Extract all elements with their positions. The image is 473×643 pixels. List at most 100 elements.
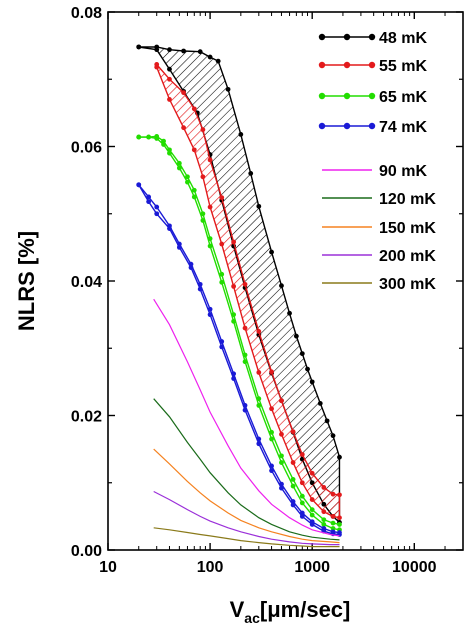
- series-74-mk-point: [309, 522, 315, 527]
- legend-entry-65-mk: 65 mK: [318, 89, 427, 106]
- series-55-mk-point: [191, 147, 197, 153]
- series-90-mk: [153, 298, 340, 537]
- series-55-mk-point: [167, 97, 172, 102]
- series-55-mk-point: [279, 398, 284, 404]
- series-layer: [136, 44, 342, 548]
- x-axis-title: Vac[μm/sec]: [230, 597, 351, 626]
- series-55-mk-point: [181, 125, 186, 131]
- series-55-mk-point: [269, 406, 274, 412]
- y-tick-label: 0.02: [71, 409, 102, 426]
- series-48-mk-point: [207, 54, 213, 60]
- series-65-mk-point: [167, 150, 172, 156]
- series-74-mk-point: [219, 344, 225, 350]
- series-65-mk-point: [136, 134, 142, 140]
- series-65-mk-point: [309, 512, 315, 518]
- series-48-mk-point: [279, 283, 284, 289]
- series-48-mk-point: [309, 379, 315, 385]
- legend-label: 150 mK: [379, 220, 436, 237]
- series-48-mk-point: [305, 366, 310, 372]
- series-74-mk-point: [188, 265, 194, 270]
- legend-entry-150-mk: 150 mK: [322, 220, 436, 237]
- legend-entry-120-mk: 120 mK: [322, 191, 436, 208]
- series-55-mk-point: [242, 325, 248, 331]
- series-200-mk: [153, 490, 340, 546]
- x-axis-title-sub: ac: [244, 610, 260, 626]
- series-48-mk-point: [293, 333, 299, 339]
- series-55-mk-point: [299, 480, 305, 486]
- series-65-mk-point: [321, 522, 327, 527]
- series-55-mk-point: [309, 470, 315, 476]
- series-65-mk-point: [330, 520, 336, 526]
- series-65-mk-point: [290, 476, 296, 482]
- series-55-mk-point: [242, 281, 248, 287]
- series-48-mk-point: [248, 171, 254, 176]
- series-74-mk-point: [154, 204, 160, 210]
- series-48-mk-point: [215, 58, 221, 64]
- series-48-mk-point: [330, 433, 336, 439]
- x-tick-label: 10000: [392, 559, 437, 576]
- series-55-mk-point: [181, 90, 186, 96]
- y-tick-label: 0.00: [71, 543, 102, 560]
- series-65-mk-point: [279, 453, 284, 459]
- legend-label: 48 mK: [379, 30, 427, 47]
- series-65-mk-point: [231, 318, 237, 324]
- x-tick-label: 1000: [294, 559, 330, 576]
- x-axis-title-main: V: [230, 597, 245, 622]
- series-65-mk-point: [299, 500, 305, 506]
- legend-marker: [343, 122, 351, 130]
- legend-marker: [318, 122, 326, 130]
- legend-marker: [343, 61, 351, 69]
- series-65-mk-point: [176, 160, 182, 166]
- legend-label: 55 mK: [379, 58, 427, 75]
- x-axis-title-unit: [μm/sec]: [260, 597, 351, 622]
- legend: 48 mK 55 mK 65 mK 74 mK 90 mK 120 mK 150 mK 200…: [318, 30, 436, 293]
- series-55-mk: [154, 62, 342, 521]
- legend-marker: [318, 33, 326, 41]
- series-74-mk-point: [154, 211, 160, 217]
- series-74-mk-point: [136, 182, 142, 188]
- legend-marker: [343, 92, 351, 100]
- series-48-mk-point: [238, 131, 244, 137]
- series-55-mk-point: [279, 431, 284, 437]
- legend-entry-300-mk: 300 mK: [322, 276, 436, 293]
- series-55-mk-point: [154, 64, 160, 70]
- series-48-mk-point: [136, 44, 142, 50]
- y-axis-title: NLRS [%]: [14, 231, 39, 331]
- legend-marker: [343, 33, 351, 41]
- series-65-mk-point: [337, 522, 342, 527]
- series-74-mk-point: [242, 407, 248, 413]
- legend-marker: [368, 61, 376, 69]
- series-55-mk-point: [167, 76, 172, 82]
- series-55-mk-point: [200, 174, 206, 180]
- series-74-mk-point: [207, 312, 213, 318]
- series-48-mk-point: [197, 49, 203, 55]
- series-48-mk-point: [181, 48, 186, 54]
- series-74-mk-point: [279, 485, 284, 491]
- series-150-mk: [153, 448, 340, 544]
- series-65-mk-point: [207, 243, 213, 249]
- series-55-mk-point: [309, 497, 315, 502]
- series-65-mk-point: [191, 194, 197, 200]
- legend-marker: [368, 33, 376, 41]
- series-120-mk: [153, 398, 340, 541]
- series-65-mk-point: [200, 211, 206, 217]
- series-55-mk-point: [191, 106, 197, 112]
- series-48-mk-hysteresis-area: [138, 47, 340, 523]
- series-74-mk-point: [167, 226, 172, 231]
- legend-label: 65 mK: [379, 89, 427, 106]
- y-tick-label: 0.04: [71, 274, 102, 291]
- series-48-mk-point: [269, 249, 274, 255]
- series-55-mk-point: [219, 195, 225, 201]
- series-65-mk-point: [146, 134, 152, 140]
- series-55-mk-point: [200, 127, 206, 133]
- series-65-mk-point: [279, 460, 284, 465]
- legend-entry-74-mk: 74 mK: [318, 119, 427, 136]
- series-65-mk: [136, 134, 342, 533]
- series-74-mk-point: [231, 376, 237, 381]
- series-55-mk-point: [321, 485, 327, 490]
- series-65-mk-point: [161, 142, 166, 147]
- series-65-mk-point: [185, 174, 190, 180]
- series-120-mk-line: [153, 398, 340, 541]
- series-55-mk-point: [330, 513, 336, 519]
